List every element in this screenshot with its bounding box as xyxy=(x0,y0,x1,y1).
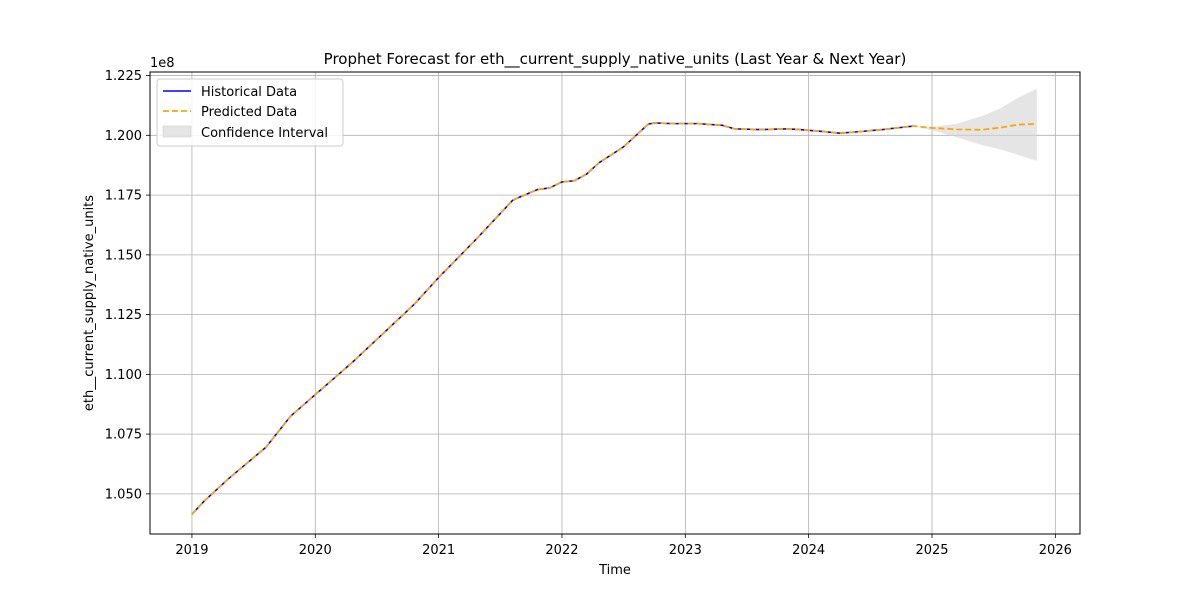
y-tick-label: 1.175 xyxy=(105,189,142,204)
x-tick-label: 2023 xyxy=(669,543,702,558)
legend: Historical Data Predicted Data Confidenc… xyxy=(156,78,344,147)
legend-confidence-swatch xyxy=(162,125,192,138)
x-tick-label: 2024 xyxy=(792,543,825,558)
y-tick-label: 1.200 xyxy=(105,129,142,144)
confidence-band-layer xyxy=(913,88,1037,161)
chart-title: Prophet Forecast for eth__current_supply… xyxy=(324,50,907,69)
x-tick-label: 2025 xyxy=(915,543,948,558)
grid xyxy=(150,72,1080,534)
y-tick-label: 1.050 xyxy=(105,487,142,502)
y-axis-offset-label: 1e8 xyxy=(150,56,175,71)
confidence-band xyxy=(913,88,1037,161)
x-tick-label: 2019 xyxy=(175,543,208,558)
y-tick-label: 1.150 xyxy=(105,248,142,263)
y-tick-label: 1.125 xyxy=(105,308,142,323)
y-axis-ticks: 1.050 1.075 1.100 1.125 1.150 1.175 1.200 1.225 xyxy=(105,69,150,502)
x-tick-label: 2026 xyxy=(1039,543,1072,558)
x-tick-label: 2020 xyxy=(299,543,332,558)
plot-frame xyxy=(149,71,1081,535)
predicted-data-line xyxy=(191,122,1037,515)
x-tick-label: 2022 xyxy=(545,543,578,558)
legend-historical-label: Historical Data xyxy=(201,85,297,100)
y-tick-label: 1.100 xyxy=(105,368,142,383)
y-tick-label: 1.075 xyxy=(105,428,142,443)
legend-confidence-label: Confidence Interval xyxy=(201,126,328,141)
legend-box xyxy=(156,78,344,147)
x-tick-label: 2021 xyxy=(422,543,455,558)
y-axis-label: eth__current_supply_native_units xyxy=(82,195,97,411)
series-layer xyxy=(191,122,1037,515)
x-axis-label: Time xyxy=(598,563,631,578)
y-tick-label: 1.225 xyxy=(105,69,142,84)
x-axis-ticks: 2019 2020 2021 2022 2023 2024 2025 2026 xyxy=(175,534,1072,558)
legend-predicted-label: Predicted Data xyxy=(201,105,297,120)
